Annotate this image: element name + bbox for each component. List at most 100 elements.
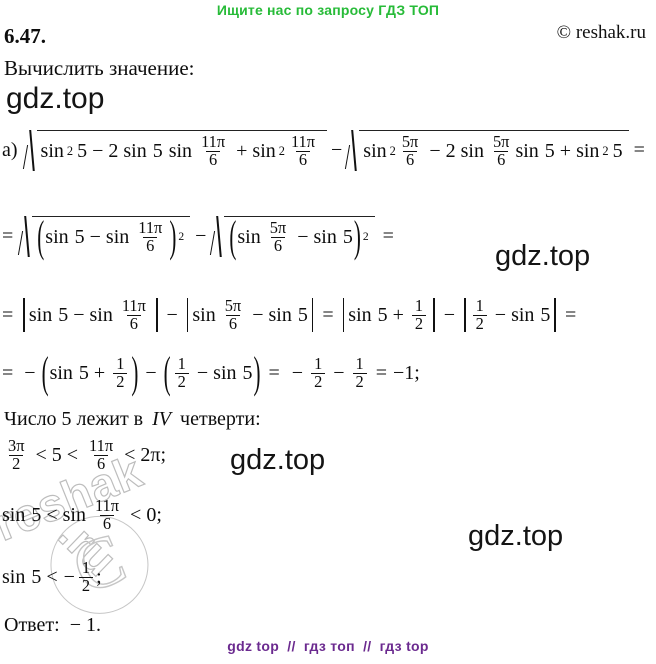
- fraction-numerator: 11π: [89, 436, 114, 455]
- less-2: <: [66, 443, 79, 466]
- equals-mid-3: =: [322, 303, 334, 326]
- sin-10: sin: [105, 225, 130, 248]
- fraction-11pi-6-c: 11π 6: [135, 218, 165, 254]
- sin-9: sin: [45, 225, 69, 248]
- sin-19: sin: [49, 361, 73, 384]
- less-6: <: [46, 565, 58, 588]
- fraction-11pi-6-d: 11π 6: [119, 297, 149, 332]
- sin-15: sin: [192, 303, 216, 326]
- two-pi: 2π: [140, 443, 161, 466]
- sin-4: sin: [252, 139, 276, 162]
- abs-bar-right: [554, 298, 557, 333]
- radical-2: sin 2 5π 6 − 2 sin 5π 6 sin 5: [346, 130, 629, 171]
- answer-line: Ответ: − 1.: [4, 614, 101, 637]
- fraction-numerator: 1: [355, 354, 364, 373]
- arg-5-f: 5: [342, 225, 353, 248]
- fraction-denominator: 2: [472, 314, 487, 333]
- sin-12: sin: [313, 225, 337, 248]
- fraction-numerator: 5π: [224, 296, 242, 315]
- abs-group-1: sin 5 − sin 11π 6: [19, 296, 161, 334]
- minus-8: −: [443, 303, 455, 326]
- sin-13: sin: [28, 303, 53, 326]
- fraction-numerator: 5π: [269, 218, 287, 237]
- arg-5-c: 5: [544, 139, 555, 162]
- fraction-numerator: 11π: [290, 132, 316, 151]
- zero-value: 0: [146, 503, 157, 526]
- left-paren: (: [229, 210, 237, 262]
- minus-14: −: [333, 361, 345, 384]
- footer-separator-1: //: [287, 638, 296, 654]
- minus-2: −: [429, 139, 441, 162]
- fraction-numerator: 3π: [8, 436, 25, 455]
- fraction-11pi-6-f: 11π 6: [92, 496, 122, 533]
- quarter-prefix: Число 5 лежит в: [4, 408, 144, 430]
- math-line-4: = − ( sin 5 + 1 2 ) −: [2, 347, 420, 397]
- fraction-one-half-g: 1 2: [78, 558, 94, 594]
- abs-bar-left: [23, 298, 25, 333]
- fraction-denominator: 6: [295, 150, 311, 169]
- minus-3: −: [89, 225, 101, 248]
- paren-group-4: ( 1 2 − sin 5 ): [163, 347, 262, 397]
- fraction-numerator: 1: [414, 296, 424, 315]
- plus-1: +: [236, 139, 248, 162]
- arg-5-a: 5: [77, 139, 88, 162]
- fraction-numerator: 11π: [201, 132, 226, 151]
- fraction-5pi-6-b: 5π 6: [490, 132, 512, 168]
- site-copyright: © reshak.ru: [556, 22, 646, 43]
- fraction-one-half-a: 1 2: [411, 296, 427, 332]
- fraction-11pi-6-e: 11π 6: [86, 436, 116, 473]
- sin-2: sin: [123, 139, 147, 162]
- semicolon-1: ;: [160, 443, 167, 466]
- footer-watermark: gdz top // гдз топ // гдз top: [0, 638, 656, 654]
- fraction-numerator: 1: [314, 354, 323, 373]
- equals-line-1: =: [633, 139, 645, 162]
- arg-5-i: 5: [377, 303, 388, 326]
- minus-5: −: [73, 303, 85, 326]
- fraction-one-half-c: 1 2: [113, 355, 128, 390]
- arg-5-o: 5: [31, 565, 42, 588]
- fraction-numerator: 5π: [401, 132, 419, 151]
- arg-5-d: 5: [612, 139, 623, 162]
- minus-1: −: [92, 139, 104, 162]
- fraction-denominator: 2: [352, 372, 367, 391]
- abs-bar-left: [186, 298, 189, 333]
- equals-line-3: =: [2, 303, 14, 326]
- plus-3: +: [392, 303, 404, 326]
- arg-5-j: 5: [540, 303, 551, 326]
- less-3: <: [124, 443, 136, 466]
- abs-bar-left: [342, 298, 345, 333]
- fraction-denominator: 6: [99, 514, 115, 533]
- left-paren: (: [41, 346, 49, 398]
- gdz-watermark-4: gdz.top: [468, 520, 564, 552]
- paren-group-2: ( sin 5π 6 − sin 5 ): [228, 211, 368, 261]
- less-4: <: [46, 503, 58, 526]
- sin-3: sin: [168, 139, 193, 162]
- abs-bar-left: [464, 298, 466, 333]
- minus-13: −: [291, 361, 304, 384]
- plus-4: +: [93, 361, 106, 384]
- fraction-denominator: 6: [93, 454, 109, 473]
- fraction-one-half-d: 1 2: [174, 355, 189, 390]
- fraction-numerator: 11π: [138, 218, 163, 237]
- fraction-one-half-e: 1 2: [311, 354, 326, 390]
- part-label: а): [2, 139, 18, 162]
- promo-banner: Ищите нас по запросу ГДЗ ТОП: [216, 2, 440, 18]
- sin-20: sin: [213, 361, 237, 384]
- line-4-result: −1;: [393, 361, 420, 384]
- arg-5-e: 5: [74, 225, 85, 248]
- semicolon-2: ;: [156, 503, 162, 526]
- fraction-5pi-6-c: 5π 6: [267, 218, 289, 254]
- coef-2-b: 2: [445, 139, 456, 162]
- arg-5-l: 5: [242, 361, 253, 384]
- fraction-numerator: 11π: [94, 496, 120, 515]
- fraction-denominator: 6: [225, 314, 241, 333]
- fraction-numerator: 1: [81, 558, 91, 577]
- semicolon-3: ;: [96, 565, 102, 588]
- fraction-numerator: 5π: [492, 132, 510, 151]
- answer-value: − 1.: [69, 614, 101, 636]
- task-number: 6.47.: [4, 24, 46, 48]
- minus-4: −: [297, 225, 309, 248]
- paren-group-1: ( sin 5 − sin 11π 6 ): [36, 211, 184, 261]
- minus-between-radicals-2: −: [195, 225, 207, 248]
- arg-5-g: 5: [58, 303, 69, 326]
